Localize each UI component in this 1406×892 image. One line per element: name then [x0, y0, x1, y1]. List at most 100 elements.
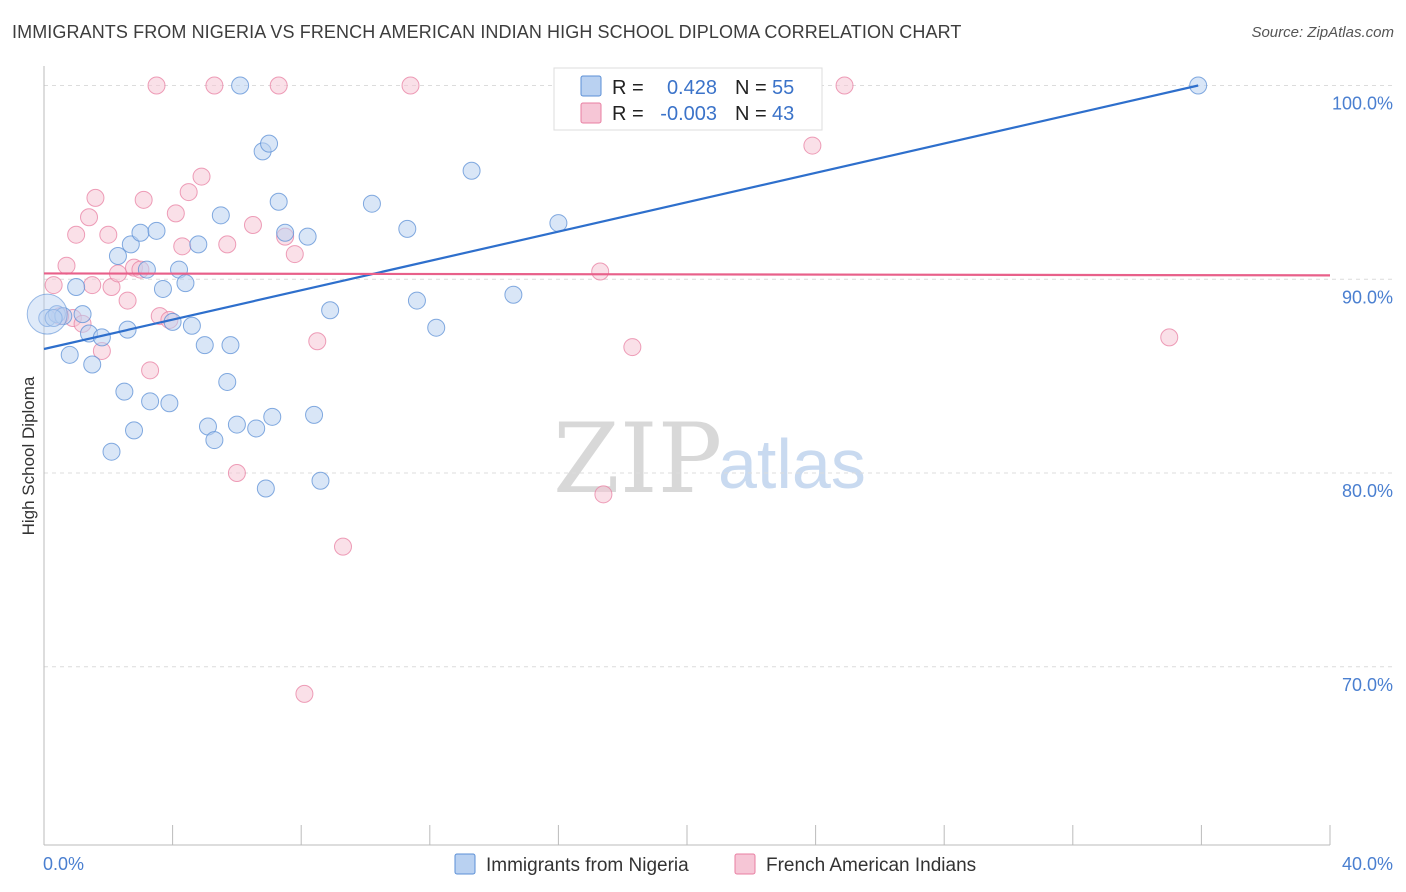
- watermark-zip: ZIP: [553, 403, 722, 515]
- bottom-legend-swatch-pink: [734, 853, 756, 875]
- point-pink-5: [80, 208, 99, 227]
- point-blue-48: [427, 318, 446, 337]
- point-pink-33: [333, 537, 352, 556]
- point-blue-11: [115, 382, 134, 401]
- trend-line-french-american-indians: [43, 272, 1331, 277]
- point-blue-34: [247, 419, 266, 438]
- point-blue-15: [131, 223, 150, 242]
- point-blue-25: [189, 235, 208, 254]
- chart-title: IMMIGRANTS FROM NIGERIA VS FRENCH AMERIC…: [12, 22, 962, 42]
- point-pink-38: [623, 338, 642, 357]
- point-pink-32: [308, 332, 327, 351]
- legend-n-label-1: N =: [735, 77, 767, 99]
- point-blue-large: [26, 293, 68, 335]
- point-pink-1: [57, 256, 76, 275]
- point-pink-12: [118, 291, 137, 310]
- series-immigrants-from-nigeria: [26, 76, 1208, 498]
- watermark: ZIP atlas: [553, 403, 866, 515]
- point-blue-43: [311, 471, 330, 490]
- point-pink-30: [285, 245, 304, 264]
- point-blue-51: [549, 214, 568, 233]
- point-pink-21: [173, 237, 192, 256]
- y-tick-label-0: 100.0%: [1332, 94, 1393, 114]
- legend-r-value-2: -0.003: [660, 103, 717, 125]
- point-blue-45: [362, 194, 381, 213]
- axes: [43, 66, 1331, 846]
- y-tick-label-2: 80.0%: [1342, 481, 1393, 501]
- legend: R = 0.428 N = 55 R = -0.003 N = 43: [553, 67, 823, 131]
- point-blue-33: [231, 76, 250, 95]
- point-blue-26: [195, 336, 214, 355]
- watermark-atlas: atlas: [718, 425, 866, 503]
- point-blue-14: [125, 421, 144, 440]
- point-pink-39: [803, 136, 822, 155]
- point-blue-49: [462, 161, 481, 180]
- point-blue-16: [137, 260, 156, 279]
- point-blue-29: [211, 206, 230, 225]
- point-pink-37: [594, 485, 613, 504]
- point-pink-31: [295, 684, 314, 703]
- point-pink-40: [835, 76, 854, 95]
- point-blue-13: [121, 235, 140, 254]
- tick-labels: 100.0% 90.0% 80.0% 70.0% 0.0% 40.0%: [43, 94, 1393, 875]
- point-blue-31: [221, 336, 240, 355]
- point-pink-3: [67, 225, 86, 244]
- point-pink-17: [147, 76, 166, 95]
- point-blue-23: [176, 274, 195, 293]
- legend-r-label-1: R =: [612, 77, 644, 99]
- legend-r-value-1: 0.428: [667, 77, 717, 99]
- source-credit: Source: ZipAtlas.com: [1251, 24, 1394, 41]
- point-pink-20: [166, 204, 185, 223]
- point-pink-16: [141, 361, 160, 380]
- point-blue-9: [102, 442, 121, 461]
- point-blue-32: [227, 415, 246, 434]
- point-blue-44: [321, 301, 340, 320]
- trend-lines: [43, 84, 1331, 351]
- point-blue-17: [141, 392, 160, 411]
- point-blue-30: [218, 372, 237, 391]
- point-pink-34: [401, 76, 420, 95]
- bottom-legend-swatch-blue: [454, 853, 476, 875]
- point-blue-20: [160, 394, 179, 413]
- point-pink-41: [1160, 328, 1179, 347]
- point-pink-24: [205, 76, 224, 95]
- point-blue-10: [108, 247, 127, 265]
- point-pink-36: [591, 262, 610, 281]
- y-tick-label-1: 90.0%: [1342, 287, 1393, 307]
- point-pink-6: [83, 276, 102, 295]
- x-tick-label-1: 40.0%: [1342, 854, 1393, 874]
- point-blue-24: [182, 316, 201, 335]
- bottom-legend-label-french-american-indians: French American Indians: [766, 855, 976, 876]
- point-blue-54: [44, 309, 63, 327]
- bottom-legend: Immigrants from Nigeria French American …: [454, 853, 976, 876]
- point-blue-42: [305, 405, 324, 424]
- point-pink-28: [269, 76, 288, 95]
- point-blue-19: [153, 279, 172, 298]
- point-blue-5: [73, 305, 92, 324]
- point-pink-9: [99, 225, 118, 244]
- point-pink-25: [218, 235, 237, 254]
- point-blue-38: [263, 407, 282, 426]
- point-blue-3: [60, 345, 79, 364]
- point-pink-27: [243, 216, 262, 234]
- bottom-legend-label-nigeria: Immigrants from Nigeria: [486, 855, 689, 876]
- point-pink-15: [134, 190, 153, 209]
- point-blue-4: [67, 278, 86, 296]
- legend-swatch-blue: [580, 75, 602, 97]
- legend-r-label-2: R =: [612, 103, 644, 125]
- point-pink-23: [192, 167, 211, 186]
- point-blue-39: [269, 192, 288, 211]
- point-pink-26: [227, 464, 246, 482]
- point-pink-0: [44, 276, 63, 295]
- legend-n-value-2: 43: [772, 103, 794, 125]
- gridlines: [44, 85, 1395, 668]
- point-pink-7: [86, 188, 105, 207]
- trend-line-nigeria: [43, 84, 1199, 351]
- point-blue-40: [276, 223, 295, 242]
- point-blue-18: [147, 221, 166, 240]
- point-blue-46: [398, 219, 417, 238]
- point-pink-22: [179, 183, 198, 202]
- point-blue-50: [504, 285, 523, 304]
- point-blue-7: [83, 355, 102, 374]
